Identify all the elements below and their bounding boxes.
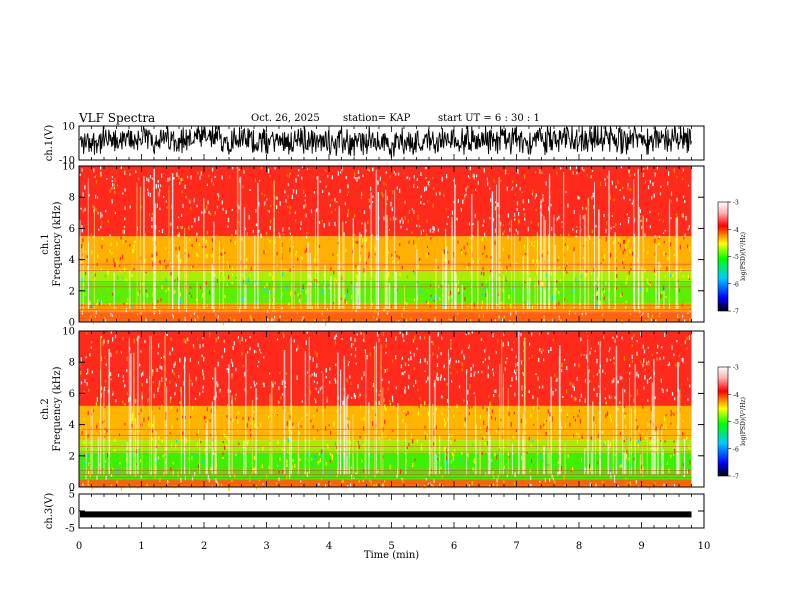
ch3-waveform-ytick-label: 0 bbox=[69, 507, 75, 518]
ch2-spectrogram-ytick-label: 0 bbox=[69, 483, 75, 494]
station-label: station= KAP bbox=[343, 113, 411, 124]
ch2-spectrogram-ytick-label: 2 bbox=[69, 451, 75, 462]
ch2-spectrogram-channel-label: ch.2 bbox=[40, 398, 51, 420]
date-label: Oct. 26, 2025 bbox=[251, 113, 320, 124]
ch2-spectrogram-x-ticks bbox=[78, 331, 705, 487]
ch1-spectrogram-ytick-label: 8 bbox=[69, 193, 75, 204]
ch2-spectrogram-colorbar-tick-label: -4 bbox=[733, 392, 739, 399]
time-axis-label: Time (min) bbox=[364, 550, 419, 561]
ch2-spectrogram-no-data bbox=[691, 332, 703, 486]
ch1-spectrogram-ytick-label: 2 bbox=[69, 286, 75, 297]
ch1-spectrogram-channel-label: ch.1 bbox=[40, 233, 51, 255]
ch2-spectrogram-colorbar-tick-label: -7 bbox=[733, 474, 739, 481]
ch1-waveform-ylabel: ch.1(V) bbox=[44, 125, 55, 162]
start-time-label: start UT = 6 : 30 : 1 bbox=[438, 113, 540, 124]
ch1-spectrogram-ylabel: Frequency (kHz) bbox=[52, 201, 63, 286]
ch1-waveform-ytick-label: 10 bbox=[62, 122, 75, 133]
time-tick-label: 1 bbox=[138, 541, 144, 552]
ch1-spectrogram-colorbar: -3 -4 -5 -6 -7 log(PSD)(V²/Hz) bbox=[717, 200, 747, 316]
time-tick-label: 8 bbox=[576, 541, 582, 552]
figure-title: VLF Spectra bbox=[79, 111, 156, 125]
ch2-spectrogram-ytick-label: 10 bbox=[62, 327, 75, 338]
ch1-spectrogram-colorbar-tick-label: -7 bbox=[733, 309, 739, 316]
ch1-spectrogram-colorbar-tick-label: -4 bbox=[733, 227, 739, 234]
ch3-waveform-ylabel: ch.3(V) bbox=[44, 493, 55, 530]
ch1-spectrogram-y-axis: 0 2 4 6 8 10 bbox=[62, 162, 704, 329]
ch1-spectrogram-ytick-label: 4 bbox=[69, 255, 75, 266]
ch1-spectrogram-colorbar-tick-label: -5 bbox=[733, 254, 739, 261]
ch3-waveform-ytick-label: -5 bbox=[65, 524, 75, 535]
ch2-spectrogram-ytick-label: 4 bbox=[69, 420, 75, 431]
ch2-spectrogram-colorbar-gradient bbox=[717, 366, 729, 477]
ch3-waveform-y-axis: 5 0 -5 bbox=[65, 490, 704, 535]
time-tick-label: 6 bbox=[451, 541, 457, 552]
ch2-spectrogram-ylabel: Frequency (kHz) bbox=[52, 366, 63, 451]
ch1-waveform-ytick-label: -10 bbox=[59, 156, 75, 167]
ch2-spectrogram-colorbar-tick-label: -5 bbox=[733, 419, 739, 426]
ch2-spectrogram-heatmap bbox=[79, 331, 703, 492]
ch3-waveform-trace bbox=[80, 511, 692, 518]
ch2-spectrogram-colorbar-tick-label: -3 bbox=[733, 365, 739, 372]
ch1-spectrogram-ytick-label: 6 bbox=[69, 224, 75, 235]
time-tick-label: 4 bbox=[326, 541, 332, 552]
time-axis: 0 1 2 3 4 5 6 7 8 9 10 Time (min) bbox=[76, 541, 711, 561]
time-tick-label: 7 bbox=[513, 541, 519, 552]
ch2-spectrogram-harmonics bbox=[79, 428, 692, 484]
ch1-spectrogram-harmonics bbox=[79, 263, 692, 319]
time-tick-label: 3 bbox=[263, 541, 269, 552]
ch1-waveform-x-ticks bbox=[78, 126, 705, 160]
ch1-spectrogram-ytick-label: 10 bbox=[62, 162, 75, 173]
ch1-spectrogram-ytick-label: 0 bbox=[69, 318, 75, 329]
ch1-spectrogram-texture bbox=[79, 166, 691, 326]
ch1-spectrogram-band bbox=[79, 312, 692, 322]
ch2-spectrogram-colorbar-label: log(PSD)(V²/Hz) bbox=[740, 397, 747, 446]
ch1-spectrogram-no-data bbox=[691, 167, 703, 321]
time-tick-label: 9 bbox=[638, 541, 644, 552]
ch2-spectrogram-y-axis: 0 2 4 6 8 10 bbox=[62, 327, 704, 494]
ch1-spectrogram-colorbar-tick-label: -6 bbox=[733, 281, 739, 288]
ch1-spectrogram-colorbar-label: log(PSD)(V²/Hz) bbox=[740, 232, 747, 281]
ch1-waveform-y-axis: 10 -10 bbox=[59, 122, 704, 167]
ch3-waveform-ytick-label: 5 bbox=[69, 490, 75, 501]
ch1-spectrogram-x-ticks bbox=[78, 166, 705, 322]
time-tick-label: 10 bbox=[698, 541, 711, 552]
time-tick-label: 0 bbox=[76, 541, 82, 552]
ch1-spectrogram-colorbar-gradient bbox=[717, 201, 729, 312]
ch1-spectrogram-colorbar-tick-label: -3 bbox=[733, 200, 739, 207]
ch2-spectrogram-colorbar: -3 -4 -5 -6 -7 log(PSD)(V²/Hz) bbox=[717, 365, 747, 481]
ch1-waveform-trace bbox=[79, 125, 692, 158]
ch2-spectrogram-ytick-label: 6 bbox=[69, 389, 75, 400]
ch2-spectrogram-colorbar-tick-label: -6 bbox=[733, 446, 739, 453]
ch3-waveform-x-ticks bbox=[78, 494, 705, 528]
time-tick-label: 2 bbox=[201, 541, 207, 552]
ch2-spectrogram-ytick-label: 8 bbox=[69, 358, 75, 369]
time-tick-label: 5 bbox=[388, 541, 394, 552]
ch1-spectrogram-heatmap bbox=[79, 166, 703, 326]
